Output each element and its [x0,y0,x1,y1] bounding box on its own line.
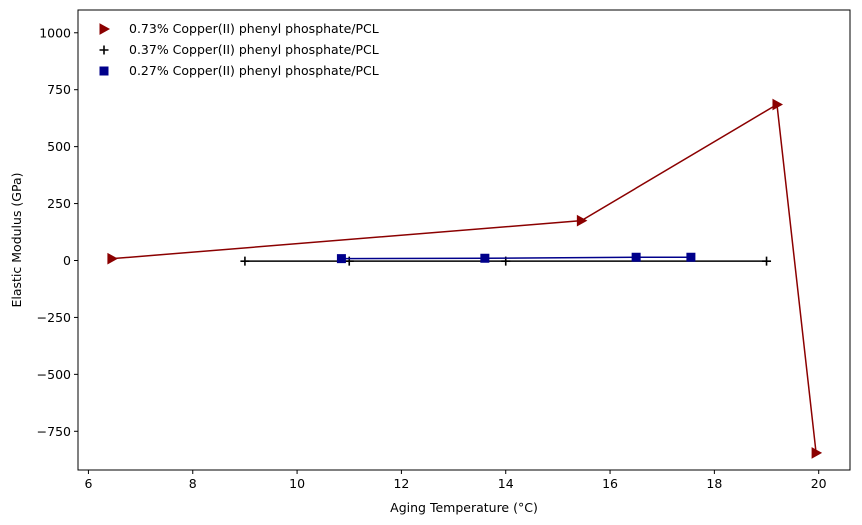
y-tick-label: 250 [47,196,71,211]
y-axis-ticks: −750 −500 −250 0 250 500 750 1000 [37,25,78,439]
legend-label-0: 0.73% Copper(II) phenyl phosphate/PCL [129,21,379,36]
y-axis-label: Elastic Modulus (GPa) [9,172,24,307]
x-tick-label: 6 [84,476,92,491]
y-tick-label: 0 [63,253,71,268]
series-line-2 [341,256,691,260]
series-layer [107,98,823,459]
data-point-plus [240,256,250,266]
legend-marker-plus [99,45,109,55]
plot-frame [77,9,851,471]
y-tick-label: −500 [37,367,71,382]
legend: 0.73% Copper(II) phenyl phosphate/PCL 0.… [99,21,379,78]
legend-entry-2: 0.27% Copper(II) phenyl phosphate/PCL [99,63,379,78]
y-tick-label: 1000 [39,25,71,40]
legend-marker-square [99,66,109,76]
x-tick-label: 16 [602,476,618,491]
legend-label-1: 0.37% Copper(II) phenyl phosphate/PCL [129,42,379,57]
data-point-triangle-right [811,447,823,459]
legend-label-2: 0.27% Copper(II) phenyl phosphate/PCL [129,63,379,78]
series-line-0 [111,103,817,454]
x-tick-label: 20 [811,476,827,491]
x-axis-label: Aging Temperature (°C) [390,500,538,515]
x-axis-ticks: 6 8 10 12 14 16 18 20 [84,470,827,491]
y-tick-label: 500 [47,139,71,154]
y-tick-label: −750 [37,424,71,439]
y-tick-label: 750 [47,82,71,97]
data-point-triangle-right [772,98,784,111]
data-point-square [686,252,696,262]
x-tick-label: 18 [706,476,722,491]
legend-entry-0: 0.73% Copper(II) phenyl phosphate/PCL [99,21,379,36]
data-point-square [336,254,346,264]
data-point-triangle-right [107,252,118,265]
x-tick-label: 10 [289,476,305,491]
legend-entry-1: 0.37% Copper(II) phenyl phosphate/PCL [99,42,379,57]
x-tick-label: 8 [189,476,197,491]
data-point-square [631,252,641,262]
data-point-square [480,253,490,263]
data-point-triangle-right [576,214,588,227]
x-tick-label: 14 [498,476,514,491]
y-tick-label: −250 [37,310,71,325]
data-point-plus [762,256,772,266]
legend-marker-triangle [99,23,111,35]
x-tick-label: 12 [393,476,409,491]
